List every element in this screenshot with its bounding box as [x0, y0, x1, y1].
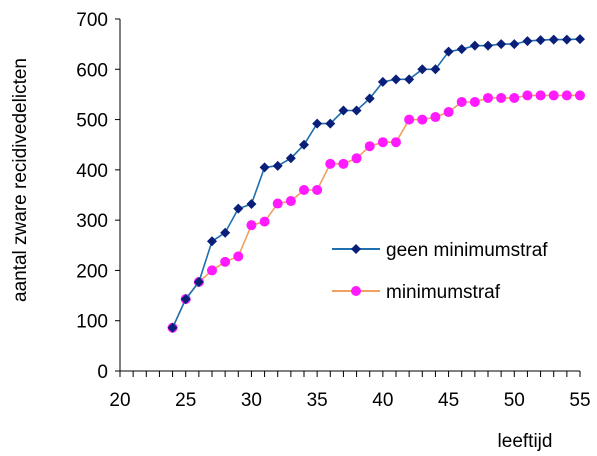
data-point-geen-minimumstraf — [561, 34, 572, 45]
data-point-minimumstraf — [469, 96, 480, 107]
data-point-minimumstraf — [259, 216, 270, 227]
data-point-geen-minimumstraf — [233, 203, 244, 214]
x-tick-label: 30 — [241, 390, 262, 411]
data-point-geen-minimumstraf — [351, 105, 362, 116]
data-point-geen-minimumstraf — [338, 105, 349, 116]
data-point-geen-minimumstraf — [404, 74, 415, 85]
data-point-geen-minimumstraf — [575, 34, 585, 45]
data-point-minimumstraf — [509, 92, 520, 103]
data-point-minimumstraf — [220, 256, 231, 267]
legend-label-geen-minimumstraf: geen minimumstraf — [386, 240, 548, 261]
data-point-geen-minimumstraf — [417, 64, 428, 75]
x-tick-label: 50 — [504, 390, 525, 411]
legend-label-minimumstraf: minimumstraf — [386, 282, 501, 303]
data-point-minimumstraf — [364, 141, 375, 152]
data-point-minimumstraf — [443, 107, 454, 118]
series-line-minimumstraf — [171, 94, 580, 329]
data-point-geen-minimumstraf — [285, 153, 296, 164]
y-axis-title: aantal zware recidivedelicten — [10, 58, 31, 302]
y-tick-label: 0 — [97, 362, 108, 383]
y-tick-label: 100 — [76, 312, 108, 333]
data-point-geen-minimumstraf — [456, 44, 467, 55]
data-point-geen-minimumstraf — [535, 35, 546, 46]
data-point-minimumstraf — [522, 90, 533, 101]
data-point-minimumstraf — [207, 265, 217, 276]
x-tick-label: 40 — [372, 390, 393, 411]
x-axis-ticks: 20 25 30 35 40 45 50 55 — [109, 371, 591, 411]
data-point-geen-minimumstraf — [430, 64, 441, 75]
y-tick-label: 300 — [76, 211, 108, 232]
data-point-minimumstraf — [548, 90, 559, 101]
data-point-minimumstraf — [377, 137, 388, 148]
x-tick-label: 45 — [438, 390, 459, 411]
data-point-geen-minimumstraf — [299, 139, 309, 150]
data-point-geen-minimumstraf — [167, 322, 178, 333]
data-point-geen-minimumstraf — [259, 162, 270, 173]
data-point-minimumstraf — [456, 96, 467, 107]
data-point-minimumstraf — [233, 251, 244, 262]
series-line-geen-minimumstraf — [171, 38, 581, 329]
data-point-minimumstraf — [246, 220, 257, 231]
data-point-minimumstraf — [417, 114, 428, 125]
data-point-geen-minimumstraf — [443, 46, 454, 57]
data-point-geen-minimumstraf — [220, 227, 231, 238]
legend: geen minimumstraf minimumstraf — [332, 240, 548, 303]
data-point-minimumstraf — [575, 90, 585, 101]
data-point-geen-minimumstraf — [522, 36, 533, 47]
data-point-minimumstraf — [561, 90, 572, 101]
data-point-geen-minimumstraf — [193, 276, 204, 287]
data-point-geen-minimumstraf — [548, 34, 559, 45]
x-tick-label: 20 — [109, 390, 130, 411]
x-tick-label: 35 — [307, 390, 328, 411]
data-point-geen-minimumstraf — [496, 39, 507, 50]
data-point-minimumstraf — [272, 198, 283, 209]
data-point-minimumstraf — [535, 90, 546, 101]
data-point-minimumstraf — [496, 92, 507, 103]
data-point-geen-minimumstraf — [325, 118, 336, 129]
data-point-geen-minimumstraf — [207, 236, 217, 247]
y-tick-label: 200 — [76, 261, 108, 282]
data-point-minimumstraf — [312, 184, 323, 195]
data-point-minimumstraf — [338, 158, 349, 169]
data-point-geen-minimumstraf — [180, 294, 191, 305]
data-point-geen-minimumstraf — [312, 118, 323, 129]
data-point-geen-minimumstraf — [364, 93, 375, 104]
data-point-geen-minimumstraf — [469, 40, 480, 51]
data-point-geen-minimumstraf — [246, 199, 257, 210]
x-axis-title: leeftijd — [498, 431, 553, 452]
data-point-geen-minimumstraf — [272, 160, 283, 171]
data-point-minimumstraf — [430, 112, 441, 123]
legend-marker-geen-minimumstraf — [351, 244, 361, 254]
data-point-minimumstraf — [285, 196, 296, 207]
x-tick-label: 55 — [569, 390, 590, 411]
data-point-geen-minimumstraf — [377, 76, 388, 87]
x-tick-label: 25 — [175, 390, 196, 411]
y-tick-label: 400 — [76, 161, 108, 182]
data-point-minimumstraf — [299, 184, 309, 195]
data-point-minimumstraf — [483, 92, 493, 103]
data-point-geen-minimumstraf — [483, 40, 493, 51]
y-tick-label: 700 — [76, 10, 108, 31]
y-axis-ticks: 0 100 200 300 400 500 600 700 — [76, 10, 120, 383]
legend-marker-minimumstraf — [351, 286, 361, 296]
data-point-minimumstraf — [325, 158, 336, 169]
data-point-minimumstraf — [351, 153, 362, 164]
y-tick-label: 600 — [76, 60, 108, 81]
y-tick-label: 500 — [76, 111, 108, 132]
data-point-minimumstraf — [391, 137, 401, 148]
data-point-minimumstraf — [404, 114, 415, 125]
series-group — [167, 34, 585, 333]
data-point-geen-minimumstraf — [509, 39, 520, 50]
data-point-geen-minimumstraf — [391, 74, 401, 85]
